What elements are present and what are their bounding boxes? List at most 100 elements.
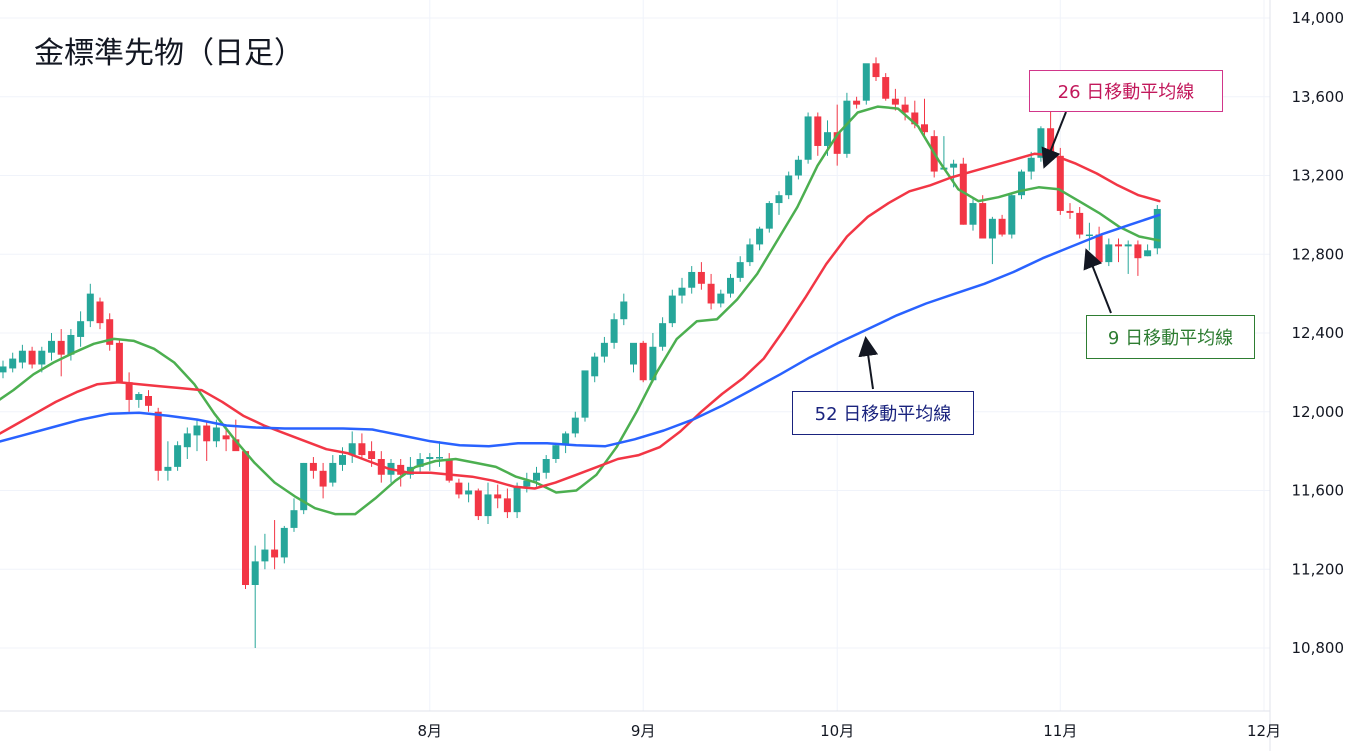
candle-up [513,486,521,513]
candle-up [426,457,434,459]
candle-up [436,457,443,459]
candle-down [697,271,705,284]
candle-up [193,425,201,436]
candle-down [979,203,987,239]
candle-down [1134,244,1142,259]
candle-up [174,445,182,467]
candle-down [1115,244,1122,247]
candle-up [1027,157,1035,172]
candle-up [688,271,696,288]
candle-up [581,370,589,418]
candle-down [1076,212,1084,235]
candle-up [164,466,172,471]
annotation-arrows [858,111,1112,390]
ma-line-ma52 [0,213,1161,448]
candle-up [727,277,734,294]
candle-up [1037,128,1045,158]
candle-down [154,411,162,471]
candle-up [668,295,676,324]
candle-up [659,323,667,347]
candle-down [833,132,841,154]
candle-up [523,480,531,487]
moving-averages [0,105,1161,516]
candle-up [765,203,773,229]
candle-down [455,482,463,495]
y-tick-label: 12,400 [1292,324,1345,342]
candle-up [600,342,608,357]
candle-up [9,358,17,369]
x-tick-label: 8月 [418,722,443,740]
candle-up [630,342,637,365]
candle-down [707,283,715,304]
candle-up [678,287,686,296]
candle-up [552,445,560,459]
candle-down [853,100,861,105]
candle-up [86,293,94,322]
candle-down [911,112,919,125]
candle-up [348,443,356,456]
candle-up [775,195,783,204]
candle-down [309,462,317,471]
candle-up [610,319,618,343]
candle-down [106,319,114,345]
candle-down [125,382,133,400]
candle-down [28,350,36,365]
label-ma52: 52 日移動平均線 [792,391,974,435]
candle-up [261,549,269,562]
candle-down [474,490,482,517]
x-axis: 8月9月10月11月12月2025 [418,722,1282,740]
y-tick-label: 10,800 [1292,639,1345,657]
candle-up [785,175,793,196]
candle-down [872,63,880,78]
candle-up [804,116,812,160]
candle-up [1018,171,1025,196]
candle-down [203,425,211,442]
candle-up [591,356,599,377]
candle-up [135,394,143,400]
candle-up [300,462,308,511]
candle-down [639,342,647,381]
y-tick-label: 11,600 [1292,482,1345,500]
candle-up [571,417,579,434]
candle-up [736,262,744,278]
candle-up [843,100,851,154]
candle-down [494,494,502,499]
x-tick-label: 11月 [1043,722,1077,740]
candle-down [368,451,376,459]
candle-up [1105,244,1113,263]
candle-up [465,490,473,495]
arrow-ma52 [858,336,879,390]
y-tick-label: 13,200 [1292,167,1345,185]
x-tick-label: 12月 [1247,722,1281,740]
candle-up [183,433,191,448]
candle-up [339,455,346,465]
candle-up [1008,195,1016,235]
candle-up [212,427,220,442]
candle-up [0,366,7,373]
candle-up [38,350,46,365]
candle-up [329,462,337,483]
ma-line-ma9 [0,105,1161,516]
candle-down [358,443,366,456]
candle-up [1153,208,1161,249]
y-tick-label: 12,800 [1292,245,1345,263]
candle-up [18,350,26,363]
candle-down [814,116,822,146]
candle-down [57,340,65,355]
candle-down [232,439,240,452]
candle-down [998,218,1006,235]
candle-up [950,163,958,168]
candle-down [445,459,453,481]
candle-up [280,527,288,558]
y-tick-label: 14,000 [1292,9,1345,27]
candle-up [533,472,540,481]
candle-up [756,228,764,245]
candle-up [77,321,85,337]
candle-down [503,498,511,513]
chart-title: 金標準先物（日足） [34,36,304,71]
candle-up [1124,244,1132,247]
y-tick-label: 12,000 [1292,403,1345,421]
candle-up [794,159,802,176]
candle-up [824,132,831,146]
